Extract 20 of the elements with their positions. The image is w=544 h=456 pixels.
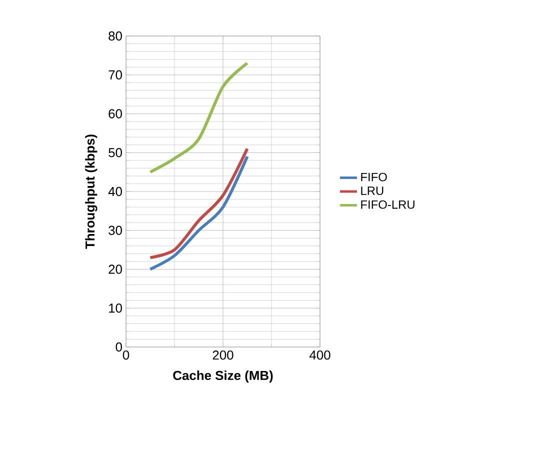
legend-label: LRU: [361, 186, 384, 195]
y-tick-label: 0: [116, 342, 122, 352]
y-tick-label: 10: [109, 304, 122, 313]
y-tick-label: 80: [108, 31, 122, 41]
x-tick-label: 0: [122, 350, 130, 360]
y-tick-label: 60: [108, 109, 122, 118]
x-tick-label: 200: [212, 350, 234, 360]
x-tick-label: 400: [309, 350, 330, 360]
y-tick-label: 70: [108, 70, 122, 80]
line-series: [148, 147, 249, 260]
line-series: [148, 155, 249, 271]
y-tick-label: 40: [108, 186, 122, 196]
legend-label: FIFO-LRU: [361, 200, 414, 209]
legend-label: FIFO: [361, 172, 387, 182]
y-tick-label: 30: [108, 226, 122, 235]
line-series: [148, 62, 249, 174]
x-axis-title: Cache Size (MB): [173, 370, 273, 383]
y-tick-label: 50: [108, 148, 122, 158]
y-tick-label: 20: [108, 264, 122, 274]
y-axis-title: Throughput (kbps): [85, 134, 98, 249]
